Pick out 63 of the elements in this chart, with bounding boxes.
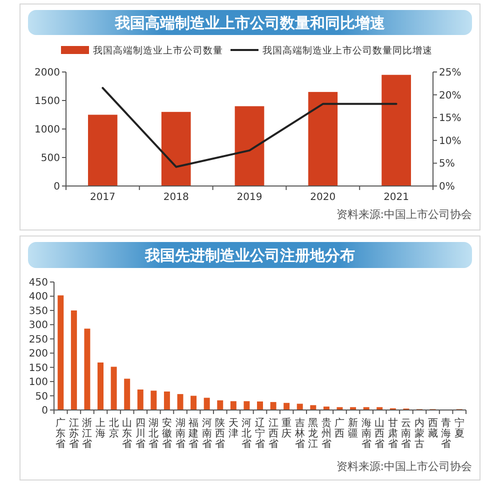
- legend-label: 我国高端制造业上市公司数量: [93, 44, 223, 56]
- x-tick-label: 河北省: [242, 417, 252, 450]
- text: 资料来源:中国上市公司协会: [336, 208, 472, 221]
- x-tick-label: 江苏省: [68, 417, 79, 450]
- y-tick-label: 450: [28, 278, 48, 288]
- x-tick-label: 宁夏: [454, 417, 464, 440]
- chart-title: 我国高端制造业上市公司数量和同比增速: [114, 14, 386, 32]
- x-tick-label: 福建省: [188, 417, 199, 450]
- y-tick-label: 50: [35, 391, 48, 402]
- y-tick-label: 0: [42, 406, 48, 416]
- x-tick-label: 2021: [384, 192, 410, 203]
- x-tick-label: 湖南省: [175, 417, 186, 450]
- x-tick-label: 天津: [228, 418, 238, 440]
- y2-tick-label: 15%: [439, 113, 462, 124]
- y2-tick-label: 10%: [439, 136, 462, 147]
- legend-label: 我国高端制造业上市公司数量同比增速: [262, 44, 432, 56]
- x-tick-label: 甘肃省: [388, 417, 398, 450]
- x-tick-label: 辽宁省: [255, 417, 265, 450]
- y-tick-label: 300: [28, 320, 48, 332]
- text: 资料来源:中国上市公司协会: [336, 460, 472, 473]
- x-tick-label: 云南省: [401, 418, 412, 450]
- y-tick-label: 350: [28, 306, 48, 317]
- y-tick-label: 500: [40, 153, 60, 164]
- x-tick-label: 江西省: [268, 417, 278, 450]
- x-tick-label: 北京: [108, 417, 119, 440]
- x-tick-label: 广西: [334, 417, 345, 440]
- x-tick-label: 四川省: [135, 418, 146, 450]
- y2-tick-label: 25%: [439, 68, 462, 78]
- y-tick-label: 400: [28, 292, 48, 303]
- y-tick-label: 150: [28, 362, 48, 374]
- y-tick-label: 200: [28, 348, 48, 360]
- x-tick-label: 2019: [236, 192, 262, 203]
- y-tick-label: 1000: [34, 124, 60, 136]
- y-tick-label: 2000: [34, 68, 60, 78]
- x-tick-label: 上海: [96, 417, 106, 440]
- x-tick-label: 2020: [310, 192, 336, 203]
- x-tick-label: 2017: [90, 192, 116, 203]
- chart-title: 我国先进制造业公司注册地分布: [144, 246, 355, 264]
- y2-tick-label: 5%: [439, 158, 455, 170]
- x-tick-label: 海南省: [361, 417, 372, 450]
- x-tick-label: 吉林省: [294, 417, 305, 450]
- x-tick-label: 陕西省: [215, 417, 226, 450]
- y-tick-label: 1500: [34, 96, 60, 107]
- y2-tick-label: 20%: [439, 90, 462, 102]
- x-tick-label: 2018: [163, 192, 189, 203]
- x-tick-label: 山西省: [374, 417, 385, 450]
- x-tick-label: 山东省: [122, 417, 132, 450]
- y2-tick-label: 0%: [439, 182, 455, 192]
- x-tick-label: 青海省: [441, 417, 452, 450]
- y-tick-label: 100: [28, 377, 48, 388]
- x-tick-label: 安徽省: [162, 417, 172, 450]
- x-tick-label: 湖北省: [148, 417, 159, 450]
- x-tick-label: 内蒙古: [414, 417, 424, 450]
- y-tick-label: 0: [54, 182, 60, 192]
- x-tick-label: 西藏: [428, 418, 438, 440]
- x-tick-label: 广东省: [56, 417, 66, 450]
- x-tick-label: 新疆: [348, 417, 358, 440]
- x-tick-label: 河南省: [202, 417, 212, 450]
- y-tick-label: 250: [28, 334, 48, 346]
- x-tick-label: 黑龙江: [308, 418, 318, 450]
- x-tick-label: 重庆: [282, 417, 292, 440]
- x-tick-label: 贵州省: [321, 417, 332, 450]
- x-tick-label: 浙江省: [82, 417, 92, 450]
